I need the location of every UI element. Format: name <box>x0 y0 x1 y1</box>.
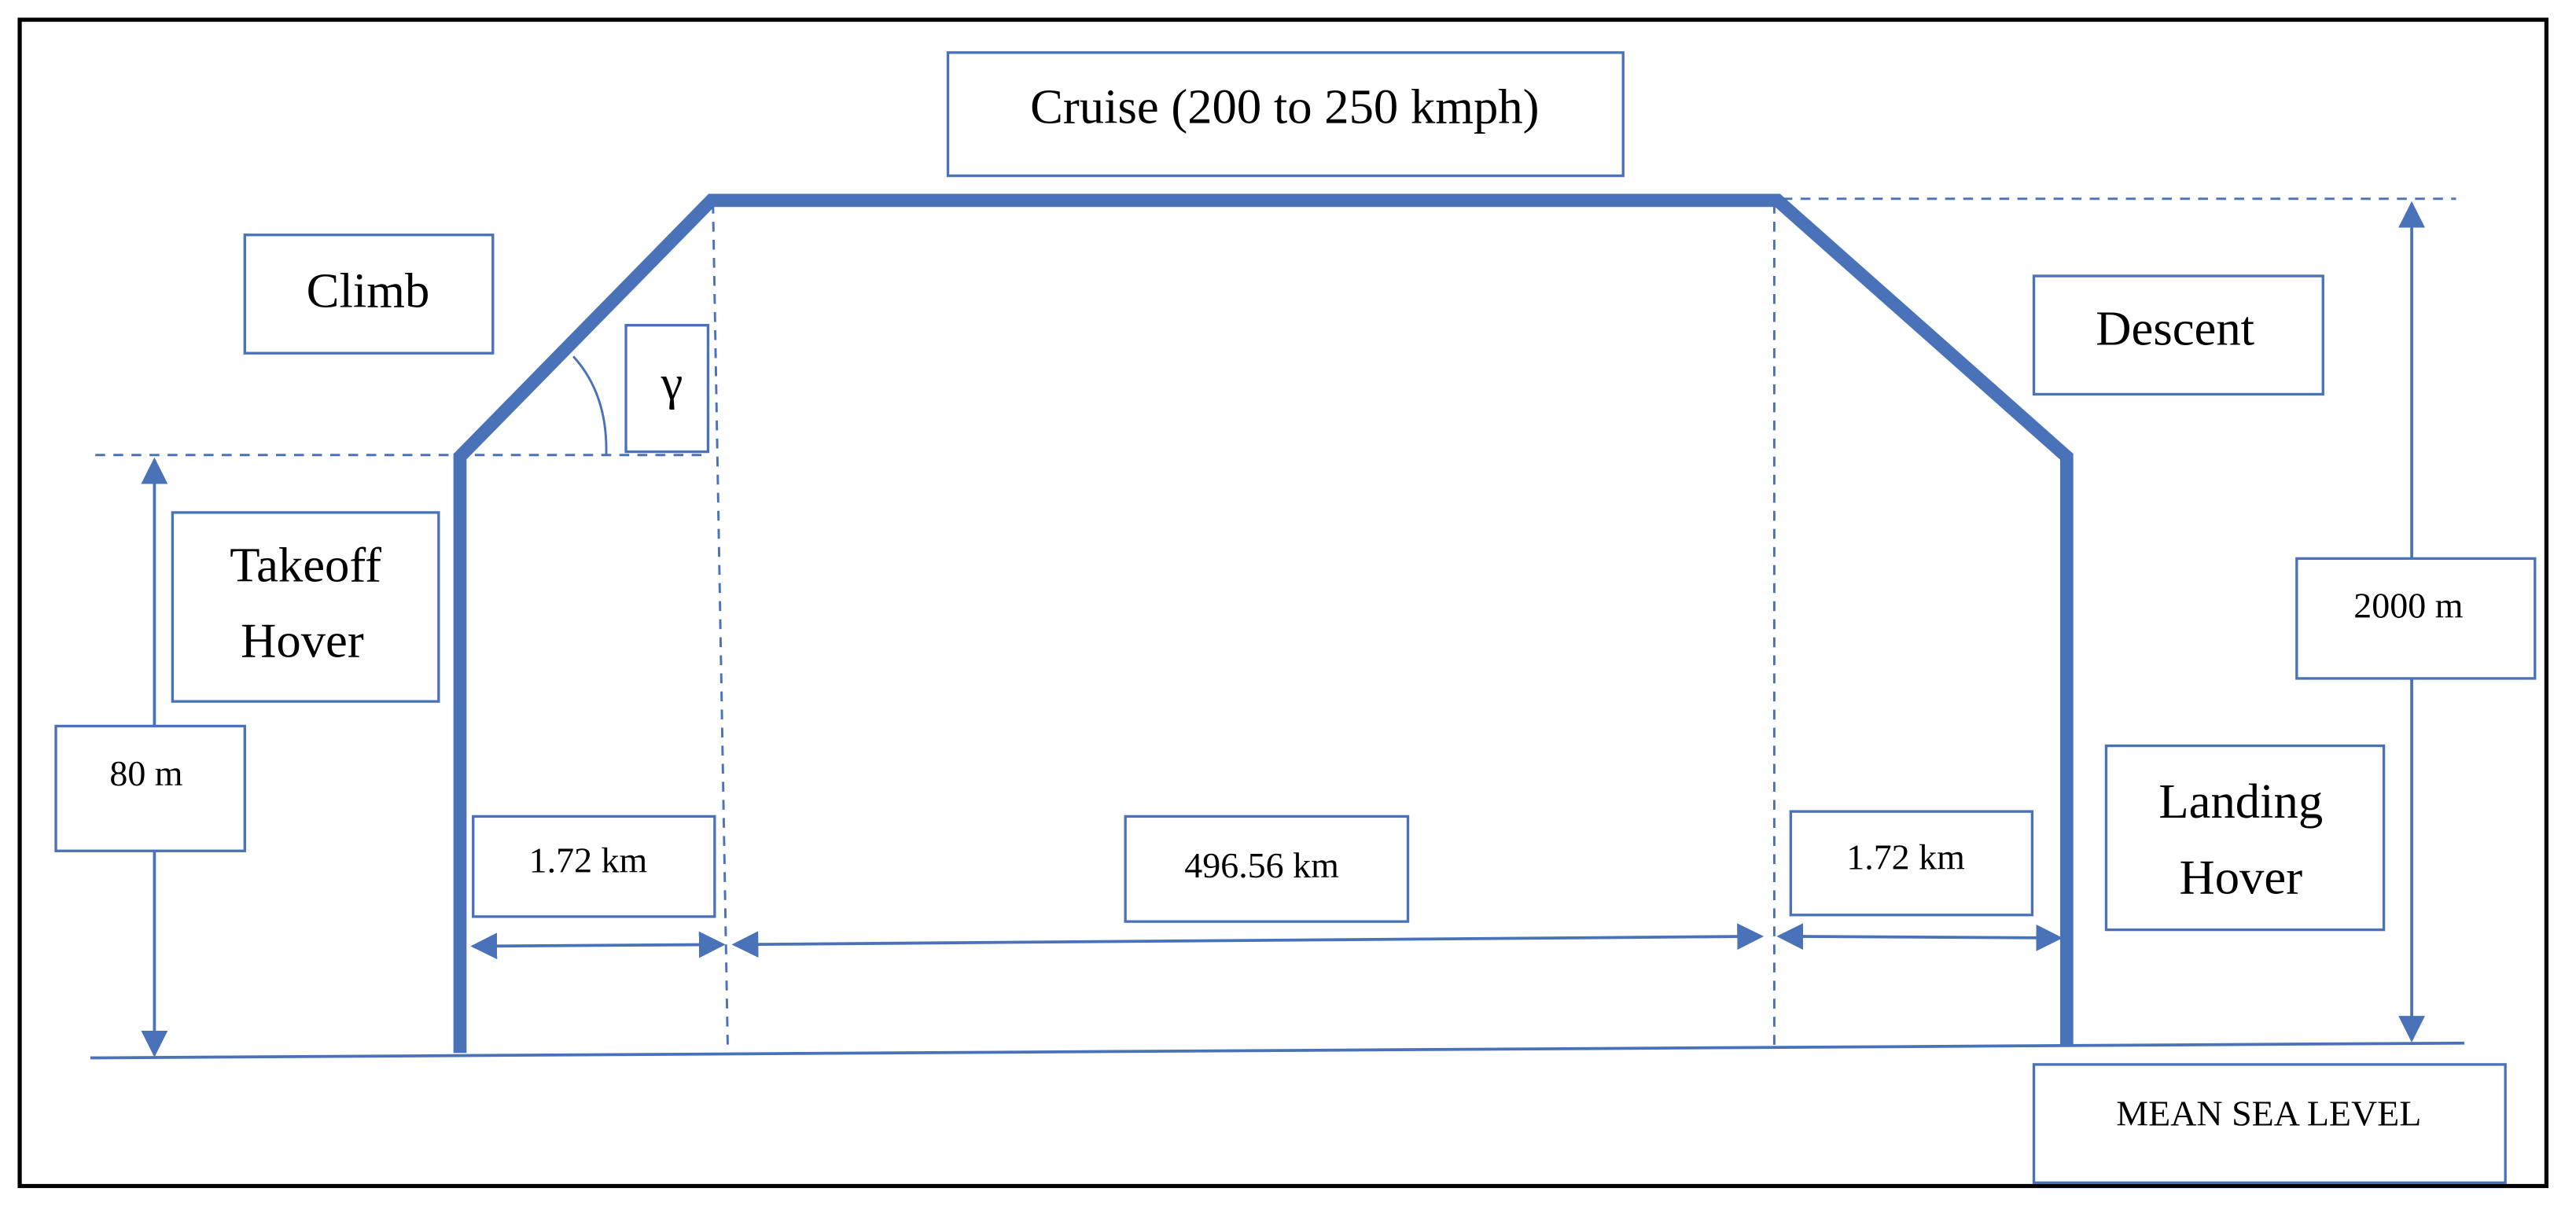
takeoff-hover-label: Hover <box>241 612 364 668</box>
ground-line <box>90 1041 2464 1060</box>
angle-arc <box>572 355 608 455</box>
descent-distance-arrow <box>1776 923 2063 951</box>
descent-distance-label: 1.72 km <box>1846 837 1965 877</box>
cruise-altitude-box <box>2295 557 2537 680</box>
climb-label: Climb <box>307 263 430 318</box>
takeoff-hover-label: Takeoff <box>230 537 381 592</box>
landing-hover-box <box>2104 744 2386 932</box>
reference-box <box>2032 1063 2507 1184</box>
climb-distance-box <box>472 815 716 918</box>
angle-box <box>624 324 710 454</box>
descent-label: Descent <box>2096 301 2254 356</box>
cruise-distance-label: 496.56 km <box>1184 845 1339 885</box>
hover-altitude-box <box>54 724 246 852</box>
angle-label: γ <box>661 355 683 410</box>
reference-label: MEAN SEA LEVEL <box>2116 1093 2421 1133</box>
climb-distance-label: 1.72 km <box>529 840 648 881</box>
takeoff-hover-box <box>171 511 440 703</box>
descent-box <box>2032 274 2324 396</box>
cruise-altitude-label: 2000 m <box>2353 586 2463 626</box>
climb-box <box>243 234 495 355</box>
frame <box>17 17 2549 1189</box>
cruise-box <box>946 51 1625 178</box>
cruise-label: Cruise (200 to 250 kmph) <box>1030 79 1539 134</box>
climb-end-guide <box>712 204 730 1052</box>
cruise-distance-arrow <box>731 923 1765 958</box>
hover-altitude-label: 80 m <box>109 753 182 793</box>
climb-distance-arrow <box>470 931 726 960</box>
landing-hover-label: Hover <box>2179 849 2302 904</box>
flight-profile <box>453 193 2074 1054</box>
landing-hover-label: Landing <box>2158 774 2323 829</box>
descent-distance-box <box>1789 810 2034 917</box>
cruise-distance-box <box>1124 815 1410 923</box>
